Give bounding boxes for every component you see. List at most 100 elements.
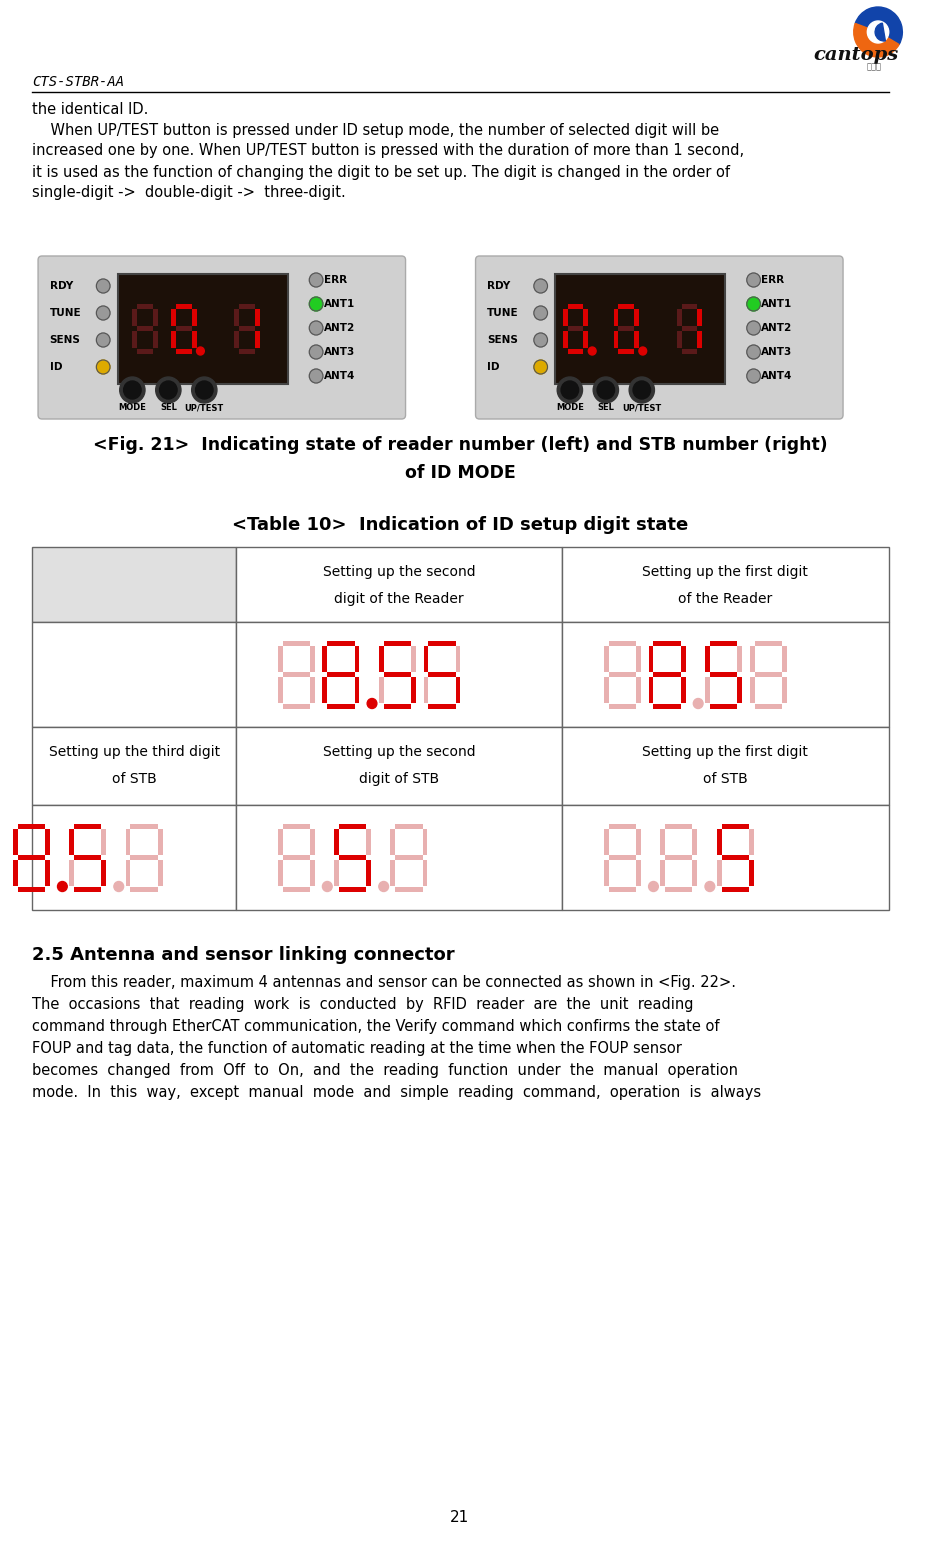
Circle shape [120,377,145,403]
Text: TUNE: TUNE [487,307,518,318]
Bar [665,886,693,891]
Bar [705,645,710,672]
Bar [192,330,197,347]
Bar [722,854,749,860]
Bar [423,676,428,703]
Bar [636,645,641,672]
Circle shape [96,360,110,374]
Wedge shape [875,23,885,42]
Bar [327,704,355,709]
Bar [563,309,568,326]
Bar [562,622,888,727]
Bar [609,886,636,891]
Bar [562,547,888,622]
Circle shape [747,321,760,335]
Bar [32,622,236,727]
Bar [366,860,371,886]
Bar [13,829,18,854]
Text: <Table 10>  Indication of ID setup digit state: <Table 10> Indication of ID setup digit … [231,516,688,534]
Bar [609,704,636,709]
Bar [693,860,697,886]
Bar [282,823,310,829]
Circle shape [561,381,579,398]
Bar [355,676,359,703]
Bar [131,823,158,829]
Bar [171,309,176,326]
Bar [737,645,742,672]
Circle shape [367,698,377,709]
Circle shape [96,334,110,347]
Bar [282,886,310,891]
Bar [395,886,423,891]
Bar [750,645,755,672]
Bar [677,309,681,326]
Bar [636,860,641,886]
Bar [236,727,562,804]
Bar [717,860,722,886]
Bar [102,829,106,854]
Bar [583,330,588,347]
Circle shape [639,347,646,355]
Text: of ID MODE: of ID MODE [405,465,516,482]
Bar [705,676,710,703]
Text: ERR: ERR [761,275,785,286]
Bar [604,676,609,703]
Circle shape [588,347,596,355]
Bar [568,326,583,330]
Bar [18,823,45,829]
Text: command through EtherCAT communication, the Verify command which confirms the st: command through EtherCAT communication, … [32,1019,720,1034]
Circle shape [534,279,548,293]
Text: mode.  In  this  way,  except  manual  mode  and  simple  reading  command,  ope: mode. In this way, except manual mode an… [32,1085,761,1101]
Text: UP/TEST: UP/TEST [622,403,662,412]
Bar [710,641,737,645]
Text: TUNE: TUNE [50,307,81,318]
Text: ID: ID [487,361,500,372]
Text: cantops: cantops [813,46,899,63]
Circle shape [310,369,323,383]
Text: CTS-STBR-AA: CTS-STBR-AA [32,76,124,90]
Bar [102,860,106,886]
Bar [661,829,665,854]
Bar [755,672,782,676]
Bar [74,886,102,891]
Text: From this reader, maximum 4 antennas and sensor can be connected as shown in <Fi: From this reader, maximum 4 antennas and… [32,976,736,991]
Bar [334,829,339,854]
Bar [661,860,665,886]
Circle shape [648,882,659,891]
Bar [568,304,583,309]
Bar [722,886,749,891]
Bar [327,672,355,676]
Bar [717,829,722,854]
Bar [152,309,158,326]
Text: RDY: RDY [50,281,73,290]
Text: ANT3: ANT3 [324,347,355,357]
Bar [137,349,152,354]
Bar [137,304,152,309]
Bar [379,645,384,672]
Bar [618,326,634,330]
Text: of the Reader: of the Reader [678,591,773,605]
Circle shape [114,882,123,891]
Bar [239,349,255,354]
Bar [455,676,460,703]
Bar [653,704,680,709]
Bar [32,727,236,804]
Bar [74,854,102,860]
Bar [604,860,609,886]
Text: of STB: of STB [112,772,157,786]
Bar [555,273,726,384]
Bar [411,645,416,672]
Text: The  occasions  that  reading  work  is  conducted  by  RFID  reader  are  the  : The occasions that reading work is condu… [32,997,694,1013]
Bar [176,349,192,354]
Circle shape [123,381,141,398]
Bar [648,645,653,672]
Circle shape [379,882,389,891]
Bar [310,829,314,854]
Circle shape [747,344,760,360]
Bar [310,645,314,672]
Bar [282,641,310,645]
Text: SENS: SENS [487,335,518,344]
Bar [323,645,327,672]
Text: ANT2: ANT2 [761,323,792,334]
Circle shape [96,279,110,293]
